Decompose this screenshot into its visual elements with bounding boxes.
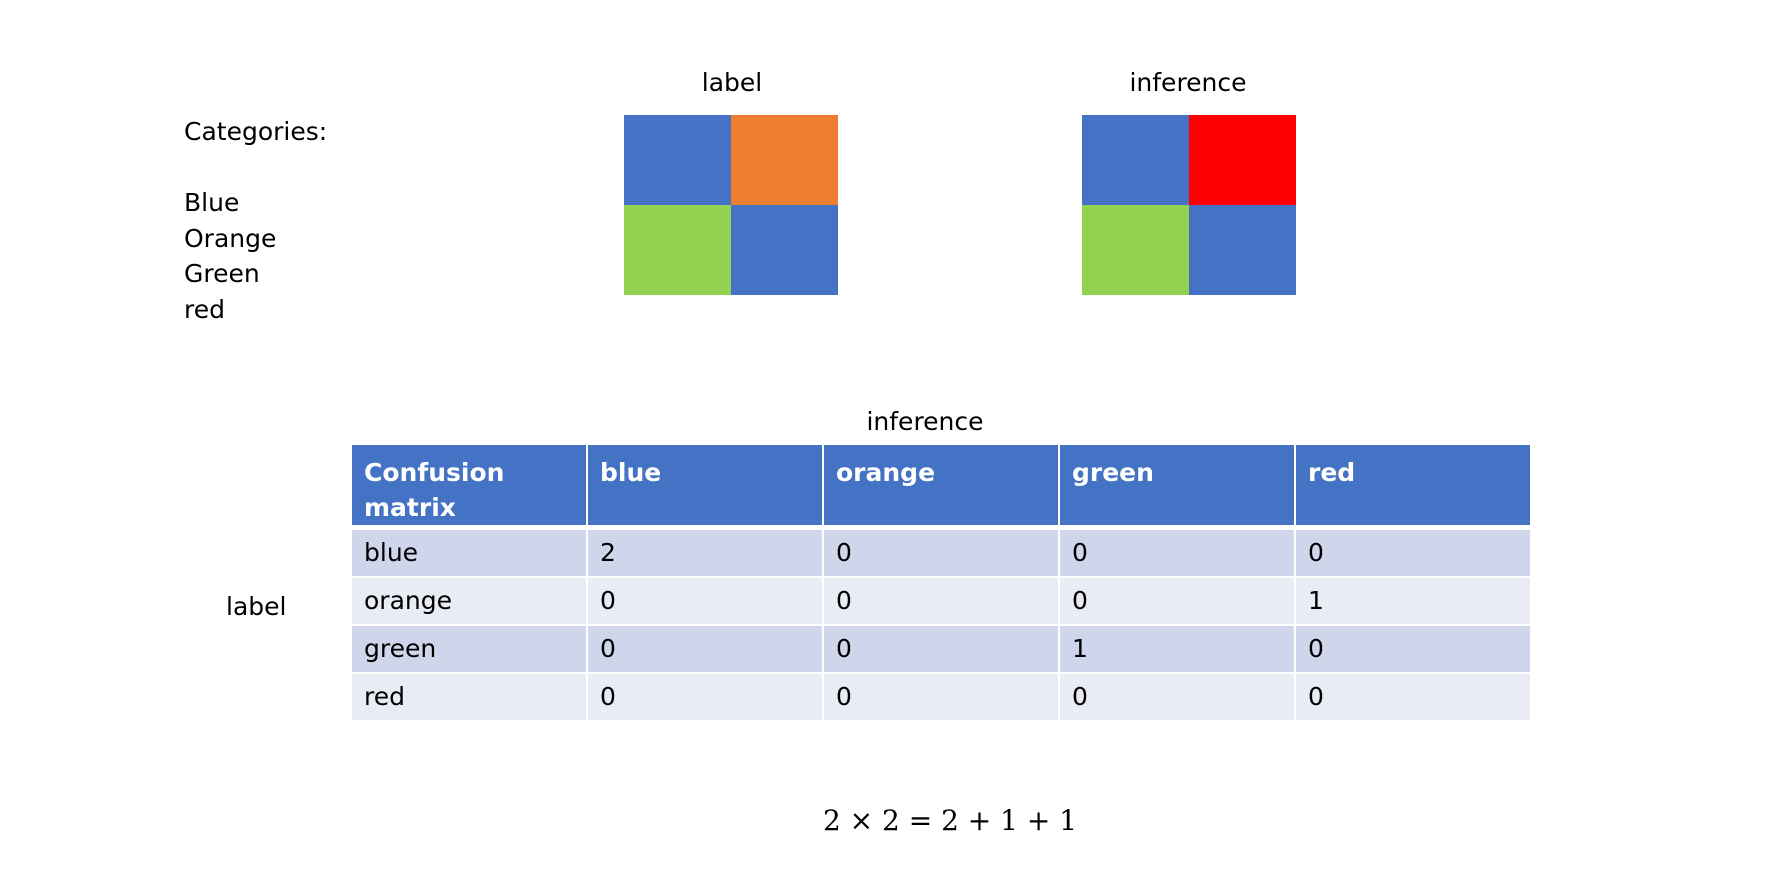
matrix-cell: 0 (586, 624, 824, 674)
matrix-cell: 0 (586, 576, 824, 626)
table-row: green 0 0 1 0 (350, 624, 1532, 674)
category-item-green: Green (184, 259, 260, 288)
matrix-cell: 0 (1058, 672, 1296, 722)
inference-grid-cell-blue (1082, 115, 1189, 205)
row-header: green (350, 624, 588, 674)
matrix-cell: 0 (586, 672, 824, 722)
matrix-cell: 0 (1294, 624, 1532, 674)
table-row: orange 0 0 0 1 (350, 576, 1532, 626)
label-grid-cell-green (624, 205, 731, 295)
label-grid-cell-blue (731, 205, 838, 295)
row-axis-label: label (226, 592, 287, 621)
table-row: red 0 0 0 0 (350, 672, 1532, 722)
matrix-cell: 0 (1058, 526, 1296, 578)
row-header: red (350, 672, 588, 722)
confusion-matrix-table: Confusion matrix blue orange green red b… (350, 443, 1532, 722)
inference-grid (1082, 115, 1296, 295)
column-axis-label: inference (866, 407, 984, 436)
label-grid-cell-blue (624, 115, 731, 205)
label-grid (624, 115, 838, 295)
row-header: orange (350, 576, 588, 626)
category-item-blue: Blue (184, 188, 240, 217)
matrix-cell: 0 (1294, 526, 1532, 578)
table-header-row: Confusion matrix blue orange green red (350, 443, 1532, 530)
matrix-cell: 1 (1294, 576, 1532, 626)
row-header: blue (350, 526, 588, 578)
column-header: orange (822, 443, 1060, 530)
matrix-cell: 2 (586, 526, 824, 578)
inference-grid-cell-green (1082, 205, 1189, 295)
inference-grid-cell-blue (1189, 205, 1296, 295)
category-item-orange: Orange (184, 223, 277, 253)
equation: 2 × 2 = 2 + 1 + 1 (822, 804, 1078, 837)
matrix-cell: 0 (822, 624, 1060, 674)
label-grid-title: label (701, 68, 763, 97)
categories-list: Categories: Blue Orange Green red (184, 114, 327, 327)
categories-heading: Categories: (184, 117, 328, 146)
inference-grid-cell-red (1189, 115, 1296, 205)
corner-header: Confusion matrix (350, 443, 588, 530)
matrix-cell: 0 (1294, 672, 1532, 722)
label-grid-cell-orange (731, 115, 838, 205)
column-header: red (1294, 443, 1532, 530)
inference-grid-title: inference (1129, 68, 1247, 97)
matrix-cell: 0 (822, 576, 1060, 626)
column-header: blue (586, 443, 824, 530)
matrix-cell: 0 (822, 526, 1060, 578)
matrix-cell: 0 (822, 672, 1060, 722)
matrix-cell: 1 (1058, 624, 1296, 674)
table-row: blue 2 0 0 0 (350, 526, 1532, 578)
column-header: green (1058, 443, 1296, 530)
category-item-red: red (184, 294, 225, 324)
matrix-cell: 0 (1058, 576, 1296, 626)
